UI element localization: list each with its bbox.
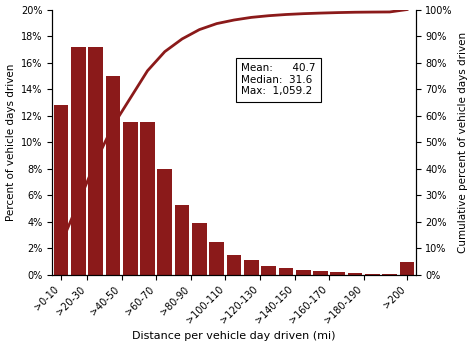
Bar: [244, 260, 259, 275]
X-axis label: Distance per vehicle day driven (mi): Distance per vehicle day driven (mi): [132, 331, 336, 341]
Y-axis label: Percent of vehicle days driven: Percent of vehicle days driven: [6, 64, 16, 221]
Bar: [296, 270, 310, 275]
Bar: [71, 47, 86, 275]
Bar: [192, 223, 207, 275]
Bar: [175, 204, 190, 275]
Bar: [400, 262, 414, 275]
Bar: [157, 169, 172, 275]
Bar: [279, 268, 293, 275]
Bar: [123, 122, 137, 275]
Y-axis label: Cumulative percent of vehicle days driven: Cumulative percent of vehicle days drive…: [458, 32, 468, 253]
Bar: [348, 273, 363, 275]
Bar: [88, 47, 103, 275]
Bar: [140, 122, 155, 275]
Bar: [383, 274, 397, 275]
Bar: [365, 274, 380, 275]
Bar: [227, 255, 241, 275]
Bar: [261, 265, 276, 275]
Bar: [210, 242, 224, 275]
Text: Mean:      40.7
Median:  31.6
Max:  1,059.2: Mean: 40.7 Median: 31.6 Max: 1,059.2: [241, 63, 316, 96]
Bar: [54, 105, 68, 275]
Bar: [313, 271, 328, 275]
Bar: [330, 272, 345, 275]
Bar: [106, 76, 120, 275]
